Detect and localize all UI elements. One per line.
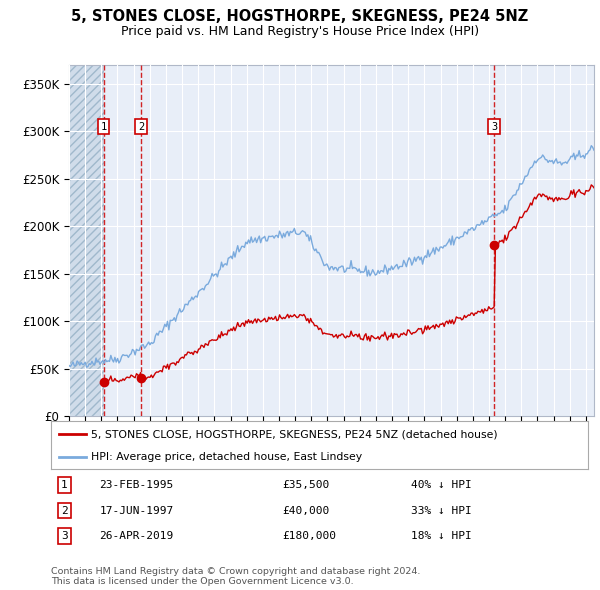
Text: 17-JUN-1997: 17-JUN-1997 <box>100 506 173 516</box>
Text: 3: 3 <box>61 531 68 541</box>
Text: 23-FEB-1995: 23-FEB-1995 <box>100 480 173 490</box>
Text: 1: 1 <box>61 480 68 490</box>
Text: 1: 1 <box>100 122 107 132</box>
Text: Contains HM Land Registry data © Crown copyright and database right 2024.
This d: Contains HM Land Registry data © Crown c… <box>51 566 421 586</box>
Text: 2: 2 <box>61 506 68 516</box>
Text: HPI: Average price, detached house, East Lindsey: HPI: Average price, detached house, East… <box>91 452 362 462</box>
Text: 18% ↓ HPI: 18% ↓ HPI <box>411 531 472 541</box>
Text: 5, STONES CLOSE, HOGSTHORPE, SKEGNESS, PE24 5NZ: 5, STONES CLOSE, HOGSTHORPE, SKEGNESS, P… <box>71 9 529 24</box>
Text: £35,500: £35,500 <box>282 480 329 490</box>
Text: 3: 3 <box>491 122 497 132</box>
Text: £40,000: £40,000 <box>282 506 329 516</box>
Text: 26-APR-2019: 26-APR-2019 <box>100 531 173 541</box>
Text: £180,000: £180,000 <box>282 531 336 541</box>
Text: 5, STONES CLOSE, HOGSTHORPE, SKEGNESS, PE24 5NZ (detached house): 5, STONES CLOSE, HOGSTHORPE, SKEGNESS, P… <box>91 429 498 439</box>
Text: 40% ↓ HPI: 40% ↓ HPI <box>411 480 472 490</box>
Bar <box>69 65 104 416</box>
Text: Price paid vs. HM Land Registry's House Price Index (HPI): Price paid vs. HM Land Registry's House … <box>121 25 479 38</box>
Text: 2: 2 <box>138 122 144 132</box>
Text: 33% ↓ HPI: 33% ↓ HPI <box>411 506 472 516</box>
